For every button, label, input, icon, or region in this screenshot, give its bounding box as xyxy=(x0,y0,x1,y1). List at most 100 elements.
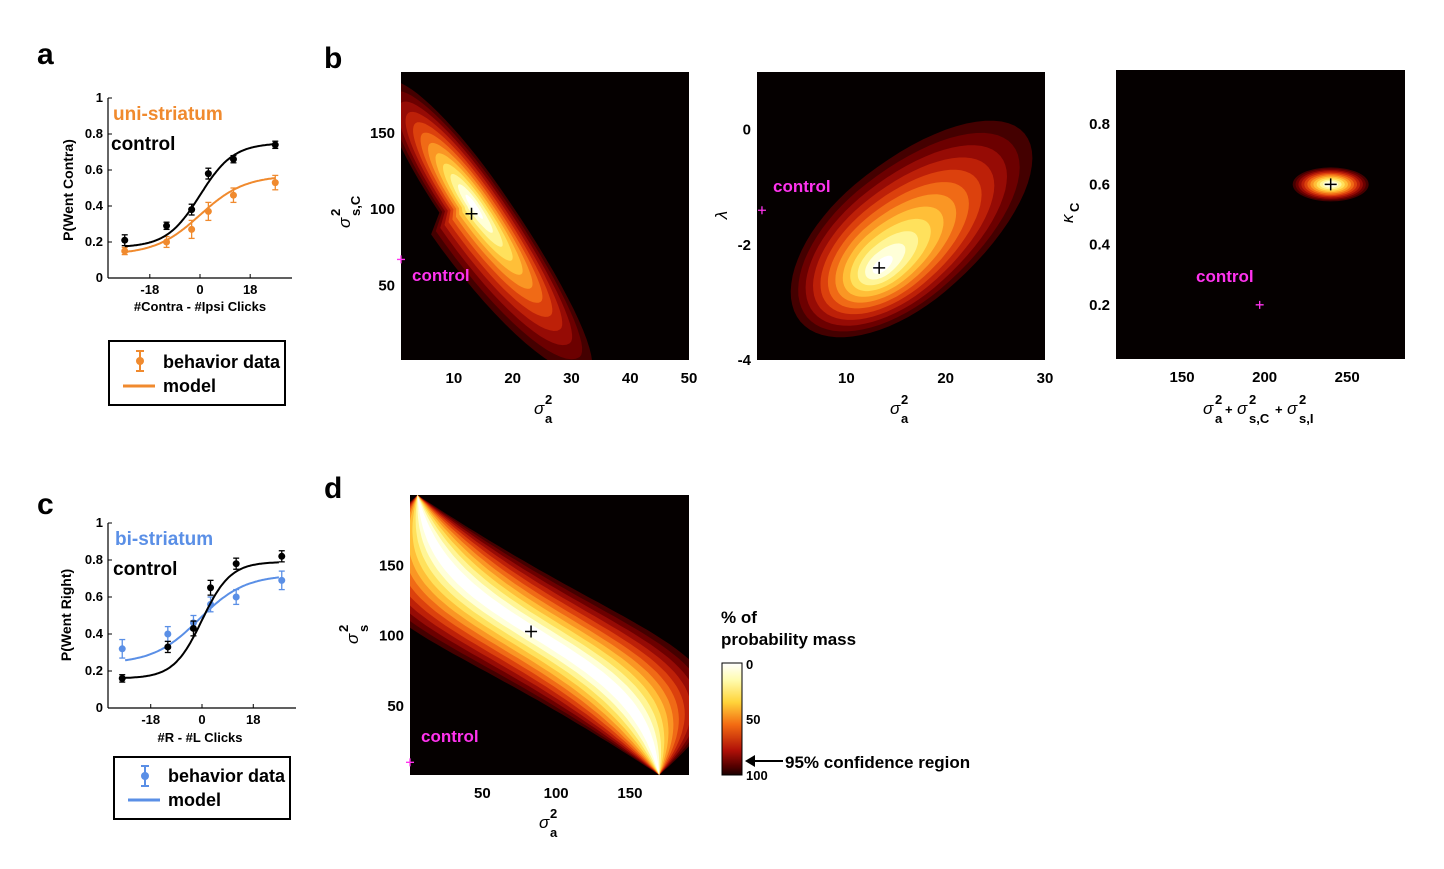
svg-text:σ: σ xyxy=(534,399,545,418)
c-data-point xyxy=(190,625,197,632)
c-data-point xyxy=(119,675,126,682)
c-ytick-label: 0.2 xyxy=(85,663,103,678)
b1-xtick-label: 10 xyxy=(446,370,463,387)
a-data-point xyxy=(188,206,195,213)
svg-text:σ: σ xyxy=(1287,399,1298,418)
a-ytick-label: 0.2 xyxy=(85,234,103,249)
chart-b1-xlabel: σ 2 a xyxy=(534,392,553,426)
d-ytick-label: 150 xyxy=(379,557,404,574)
b2-ytick-label: 0 xyxy=(743,122,751,139)
c-ytick-label: 0.6 xyxy=(85,589,103,604)
chart-b3: 150 200 250 0.2 0.4 0.6 0.8 control σ 2 a + σ … xyxy=(1058,70,1405,426)
arrow-left-icon xyxy=(745,755,755,767)
b2-xtick-label: 30 xyxy=(1037,370,1054,387)
b3-xtick-label: 150 xyxy=(1170,369,1195,386)
c-data-point xyxy=(233,560,240,567)
c-data-point xyxy=(119,645,126,652)
b2-ytick-label: -4 xyxy=(738,352,752,369)
chart-c-legend-dot xyxy=(141,772,149,780)
chart-b3-control-label: control xyxy=(1196,267,1254,286)
b1-ytick-label: 150 xyxy=(370,125,395,142)
c-ytick-label: 1 xyxy=(96,515,103,530)
svg-text:C: C xyxy=(1067,202,1082,212)
colorbar-arrow-label: 95% confidence region xyxy=(785,753,970,772)
chart-c-ylabel: P(Went Right) xyxy=(58,569,74,661)
panel-letter-a: a xyxy=(37,38,54,71)
chart-b1-control-label: control xyxy=(412,266,470,285)
svg-text:2: 2 xyxy=(1299,392,1306,407)
b3-ytick-label: 0.6 xyxy=(1089,176,1110,193)
chart-a-legend: behavior data model xyxy=(109,341,285,405)
b1-xtick-label: 30 xyxy=(563,370,580,387)
chart-b3-xlabel: σ 2 a + σ 2 s,C + σ 2 s,I xyxy=(1203,392,1313,426)
panel-letter-b: b xyxy=(324,42,342,75)
a-data-point xyxy=(272,179,279,186)
svg-text:2: 2 xyxy=(901,392,908,407)
colorbar-tick-0: 0 xyxy=(746,657,753,672)
colorbar-tick-50: 50 xyxy=(746,712,760,727)
svg-text:2: 2 xyxy=(328,209,343,216)
svg-text:σ: σ xyxy=(539,813,550,832)
chart-a-marks xyxy=(121,141,279,254)
a-data-point xyxy=(188,226,195,233)
chart-a-legend-dot xyxy=(136,357,144,365)
chart-c: 00.20.40.60.81-18 0 18 P(Went Right) #R - … xyxy=(58,515,296,745)
svg-text:σ: σ xyxy=(335,217,354,228)
chart-d-control-label: control xyxy=(421,727,479,746)
a-xtick-label: -18 xyxy=(140,282,159,297)
c-data-point xyxy=(233,594,240,601)
c-data-point xyxy=(207,584,214,591)
chart-c-legend-model: model xyxy=(168,790,221,810)
b3-ytick-label: 0.8 xyxy=(1089,116,1110,133)
c-data-point xyxy=(278,577,285,584)
c-xtick-label: 18 xyxy=(246,712,260,727)
a-data-point xyxy=(163,222,170,229)
a-model-curve xyxy=(125,178,276,252)
svg-text:+: + xyxy=(1275,402,1283,417)
b1-xtick-label: 50 xyxy=(681,370,698,387)
svg-text:σ: σ xyxy=(890,399,901,418)
chart-a-legend-data: behavior data xyxy=(163,352,281,372)
c-data-point xyxy=(278,553,285,560)
svg-text:2: 2 xyxy=(545,392,552,407)
svg-text:s: s xyxy=(356,625,371,632)
c-xtick-label: 0 xyxy=(198,712,205,727)
chart-d-xlabel: σ 2 a xyxy=(539,806,558,840)
svg-text:2: 2 xyxy=(550,806,557,821)
chart-a-legend-model: model xyxy=(163,376,216,396)
svg-text:2: 2 xyxy=(336,625,351,632)
a-data-point xyxy=(121,237,128,244)
a-data-point xyxy=(230,156,237,163)
b3-ytick-label: 0.4 xyxy=(1089,237,1111,254)
a-data-point xyxy=(163,239,170,246)
svg-text:+: + xyxy=(1225,402,1233,417)
chart-a: 0 0.2 0.4 0.6 0.8 1 -18 0 18 P(Went Contra) #Con… xyxy=(60,90,292,314)
chart-c-label-control: control xyxy=(113,559,177,580)
b1-xtick-label: 40 xyxy=(622,370,639,387)
a-ytick-label: 0.6 xyxy=(85,162,103,177)
svg-text:s,C: s,C xyxy=(348,195,363,216)
d-xtick-label: 150 xyxy=(617,785,642,802)
chart-b2-xlabel: σ 2 a xyxy=(890,392,909,426)
b3-xtick-label: 200 xyxy=(1252,369,1277,386)
d-ytick-label: 50 xyxy=(387,698,404,715)
a-data-point xyxy=(205,208,212,215)
b2-ytick-label: -2 xyxy=(738,237,751,254)
chart-a-ylabel: P(Went Contra) xyxy=(60,139,76,241)
chart-b1: 10 20 30 40 50 50 100 150 control σ 2 a σ 2 s,C xyxy=(328,72,697,426)
a-ytick-label: 0.4 xyxy=(85,198,104,213)
b2-xtick-label: 20 xyxy=(937,370,954,387)
a-data-point xyxy=(121,248,128,255)
chart-b2-control-label: control xyxy=(773,177,831,196)
colorbar-tick-100: 100 xyxy=(746,768,768,783)
chart-b3-ylabel: κ C xyxy=(1058,202,1082,223)
a-data-point xyxy=(230,192,237,199)
colorbar-title-line2: probability mass xyxy=(721,630,856,649)
b2-xtick-label: 10 xyxy=(838,370,855,387)
chart-b2: 10 20 30-4-20 control σ 2 a λ xyxy=(712,72,1053,426)
colorbar-title-line1: % of xyxy=(721,608,757,627)
colorbar-gradient xyxy=(722,663,742,775)
c-data-point xyxy=(164,643,171,650)
panel-letter-c: c xyxy=(37,488,54,521)
b3-ytick-label: 0.2 xyxy=(1089,297,1110,314)
